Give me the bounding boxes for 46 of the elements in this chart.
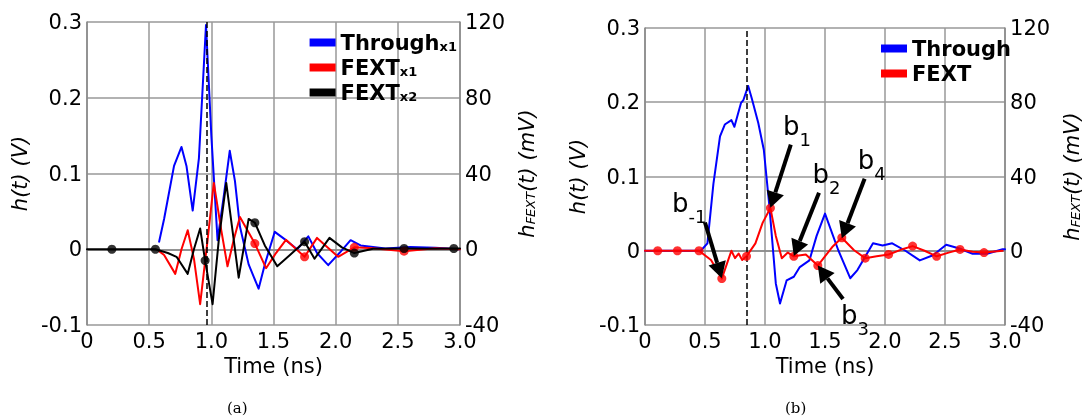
y-axis-title: h(t) (V) <box>565 138 590 215</box>
y2-axis-title: hFEXT(t) (mV) <box>514 109 539 238</box>
y-tick-label: 0 <box>68 237 82 262</box>
x-tick-label: 0.5 <box>132 328 166 353</box>
x-tick-label: 1.5 <box>808 328 842 353</box>
y-tick-label: 0.3 <box>48 10 82 34</box>
annotation: b$_{4}$ <box>857 145 886 184</box>
annotation: b$_{1}$ <box>782 110 811 150</box>
y-tick-label: -0.1 <box>599 313 640 337</box>
y-tick-label: 0.1 <box>48 161 82 186</box>
x-axis-title: Time (ns) <box>774 354 875 379</box>
y2-tick-label: 40 <box>465 161 492 186</box>
y-tick-label: 0.3 <box>606 16 640 40</box>
annotation: b$_{2}$ <box>812 159 841 198</box>
x-tick-label: 2.5 <box>928 328 962 353</box>
y2-tick-label: 80 <box>1010 90 1037 115</box>
text: (a) <box>227 398 248 417</box>
annotation: b$_{3}$ <box>841 299 870 339</box>
y2-tick-label: 120 <box>1010 16 1051 40</box>
y2-tick-label: 0 <box>1010 238 1024 263</box>
legend-label: FEXTx2 <box>340 80 418 105</box>
y2-axis-title: hFEXT(t) (mV) <box>1059 112 1084 241</box>
x-tick-label: 0.5 <box>688 328 722 353</box>
y2-tick-label: 40 <box>1010 164 1037 189</box>
x-tick-label: 1.0 <box>194 328 229 353</box>
y-tick-label: -0.1 <box>41 313 82 337</box>
x-axis-title: Time (ns) <box>223 354 323 379</box>
x-tick-label: 2.0 <box>868 328 902 353</box>
text: (b) <box>785 398 807 417</box>
x-tick-label: 2.5 <box>381 328 415 353</box>
y-tick-label: 0 <box>626 238 640 263</box>
x-tick-label: 1.0 <box>748 328 782 353</box>
y-tick-label: 0.2 <box>606 90 640 115</box>
legend-label: FEXT <box>912 61 972 86</box>
y2-tick-label: 120 <box>465 10 506 34</box>
y-tick-label: 0.2 <box>48 85 82 110</box>
y-axis-title: h(t) (V) <box>7 135 32 212</box>
x-tick-label: 2.0 <box>318 328 353 353</box>
annotation: b$_{-1}$ <box>671 188 707 227</box>
legend-label: Throughx1 <box>340 30 458 55</box>
y2-tick-label: 0 <box>465 237 479 262</box>
legend-label: FEXTx1 <box>340 55 418 80</box>
x-tick-label: 1.5 <box>256 328 291 353</box>
y-tick-label: 0.1 <box>606 164 640 189</box>
legend-label: Through <box>912 36 1012 61</box>
y2-tick-label: 80 <box>465 85 492 110</box>
